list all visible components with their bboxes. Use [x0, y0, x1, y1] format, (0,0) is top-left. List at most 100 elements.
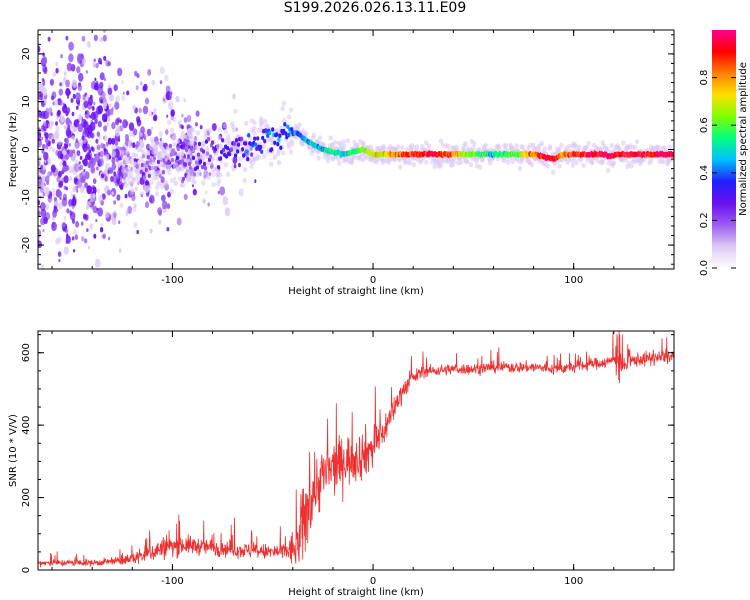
heatmap-ridge-cell	[290, 127, 294, 132]
heatmap-blob	[41, 101, 45, 108]
heatmap-ridge-cell	[247, 133, 251, 138]
heatmap-blob	[163, 98, 166, 102]
heatmap-blob	[105, 211, 110, 219]
heatmap-ridge-cell	[259, 144, 263, 150]
heatmap-blob	[196, 169, 201, 175]
heatmap-blob	[57, 251, 62, 257]
heatmap-blob	[175, 95, 180, 103]
heatmap-ridge-cell	[156, 159, 160, 165]
heatmap-blob	[89, 115, 92, 119]
heatmap-blob	[629, 163, 634, 169]
heatmap-blob	[586, 140, 591, 146]
heatmap-blob	[52, 71, 56, 78]
heatmap-blob	[58, 258, 61, 263]
heatmap-blob	[204, 146, 210, 152]
heatmap-ridge-cell	[241, 147, 245, 152]
heatmap-ridge-cell	[134, 186, 138, 192]
heatmap-blob	[94, 77, 97, 82]
heatmap-blob	[326, 154, 331, 160]
heatmap-blob	[104, 153, 110, 162]
heatmap-ridge-cell	[236, 149, 240, 154]
heatmap-ridge-cell	[206, 137, 211, 142]
heatmap-blob	[288, 149, 294, 155]
heatmap-blob	[137, 181, 140, 185]
heatmap-ridge-cell	[270, 147, 274, 152]
heatmap-blob	[96, 80, 99, 85]
heatmap-blob	[468, 162, 474, 168]
heatmap-blob	[57, 236, 62, 244]
heatmap-blob	[93, 233, 97, 239]
heatmap-blob	[286, 141, 291, 147]
heatmap-blob	[222, 123, 227, 129]
heatmap-blob	[55, 121, 58, 126]
heatmap-blob	[119, 125, 124, 132]
heatmap-ridge-cell	[242, 153, 246, 158]
heatmap-ridge-cell	[157, 155, 161, 160]
heatmap-blob	[89, 193, 95, 203]
heatmap-blob	[59, 160, 64, 167]
heatmap-blob	[108, 155, 112, 160]
heatmap-blob	[44, 111, 50, 119]
heatmap-blob	[117, 155, 122, 161]
heatmap-blob	[86, 143, 90, 150]
heatmap-blob	[201, 180, 206, 186]
heatmap-blob	[63, 71, 67, 77]
heatmap-ridge-cell	[187, 161, 192, 167]
heatmap-blob	[38, 210, 41, 217]
heatmap-blob	[143, 136, 147, 141]
heatmap-ytick-label: -20	[21, 237, 32, 253]
heatmap-blob	[93, 58, 96, 63]
heatmap-blob	[65, 228, 68, 233]
heatmap-blob	[59, 99, 63, 106]
heatmap-blob	[606, 167, 611, 173]
heatmap-blob	[217, 127, 222, 133]
heatmap-blob	[101, 173, 105, 179]
heatmap-blob	[58, 88, 63, 96]
heatmap-ridge-cell	[150, 165, 154, 171]
colorbar-gradient	[712, 30, 736, 268]
heatmap-blob	[193, 136, 198, 142]
heatmap-blob	[67, 125, 70, 130]
heatmap-ridge-cell	[153, 165, 157, 171]
heatmap-ridge-cell	[244, 141, 248, 146]
heatmap-blob	[96, 210, 99, 215]
heatmap-blob	[514, 143, 519, 149]
heatmap-ridge-cell	[140, 162, 144, 168]
heatmap-blob	[451, 159, 456, 165]
heatmap-blob	[233, 108, 238, 114]
heatmap-blob	[131, 194, 136, 202]
heatmap-blob	[181, 182, 186, 188]
heatmap-blob	[136, 119, 142, 127]
heatmap-blob	[42, 56, 48, 65]
heatmap-blob	[400, 145, 405, 151]
heatmap-blob	[73, 119, 79, 128]
heatmap-blob	[146, 143, 150, 151]
heatmap-blob	[219, 186, 226, 196]
heatmap-blob	[44, 159, 47, 164]
heatmap-blob	[66, 62, 73, 72]
heatmap-blob	[121, 94, 126, 102]
heatmap-blob	[179, 134, 184, 140]
heatmap-ridge-cell	[254, 142, 258, 147]
heatmap-blob	[252, 130, 257, 136]
heatmap-blob	[68, 166, 74, 174]
heatmap-blob	[54, 200, 59, 207]
heatmap-ridge-cell	[165, 164, 169, 169]
heatmap-blob	[65, 117, 71, 126]
heatmap-blob	[98, 158, 104, 167]
heatmap-blob	[361, 140, 366, 146]
heatmap-blob	[81, 236, 85, 242]
heatmap-blob	[99, 81, 104, 89]
heatmap-blob	[166, 203, 171, 210]
heatmap-blob	[86, 101, 93, 110]
heatmap-blob	[167, 169, 172, 175]
heatmap-blob	[205, 190, 208, 195]
heatmap-ridge-cell	[201, 149, 206, 154]
heatmap-blob	[152, 108, 157, 115]
heatmap-blob	[42, 228, 45, 233]
heatmap-blob	[74, 163, 80, 173]
heatmap-blob	[149, 194, 155, 204]
heatmap-ridge-cell	[158, 142, 162, 147]
heatmap-blob	[173, 180, 179, 186]
heatmap-ridge-cell	[168, 143, 172, 149]
